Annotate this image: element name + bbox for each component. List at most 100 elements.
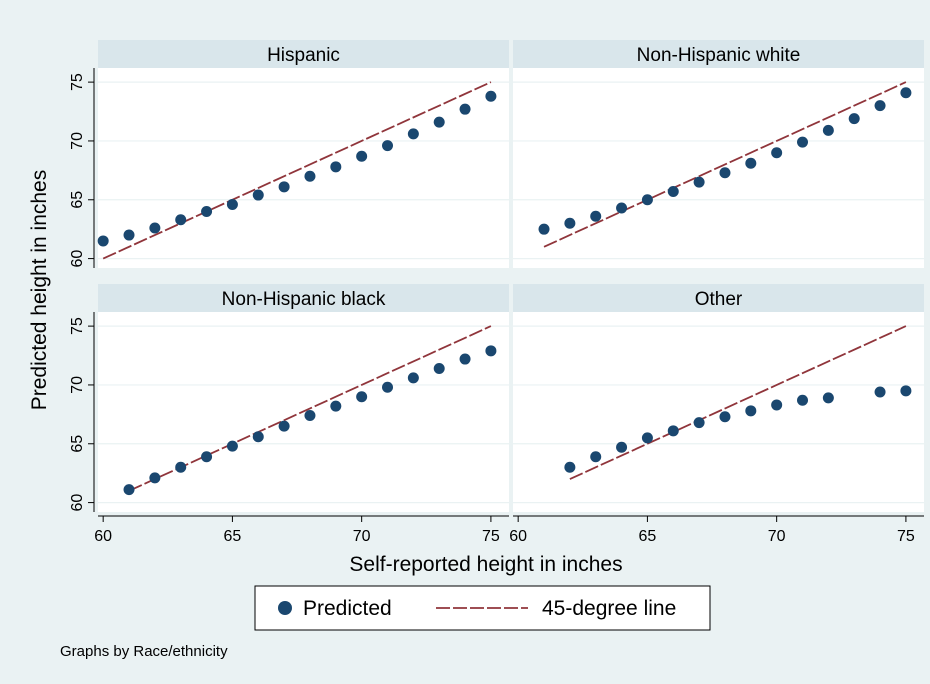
data-point [900,385,912,397]
panels-layer: Hispanic Non-Hispanic white Non-Hispanic b… [97,40,924,512]
panel-1: Hispanic [97,40,509,268]
data-point [97,235,109,247]
data-point [771,399,783,411]
x-tick-label: 75 [897,528,915,545]
data-point [356,150,368,162]
x-axis-label: Self-reported height in inches [349,553,622,576]
data-point [201,206,213,218]
data-point [304,170,316,182]
data-point [330,400,342,412]
data-point [252,189,264,201]
panel-title: Other [695,289,743,310]
data-point [822,392,834,404]
data-point [538,223,550,235]
y-tick-label: 60 [69,494,86,512]
data-point [616,202,628,214]
data-point [252,431,264,443]
data-point [641,432,653,444]
legend-predicted-marker [278,601,292,615]
data-point [771,147,783,159]
data-point [745,157,757,169]
y-tick-label: 70 [69,376,86,394]
x-tick-label: 70 [768,528,786,545]
data-point [693,417,705,429]
y-tick-label: 75 [69,73,86,91]
data-point [745,405,757,417]
data-point [304,410,316,422]
data-point [667,425,679,437]
data-point [459,103,471,115]
data-point [330,161,342,173]
data-point [407,372,419,384]
panel-strip [513,284,924,312]
data-point [693,176,705,188]
legend: Predicted 45-degree line [254,585,711,631]
axes-layer: 60 65 70 75 60 65 70 75 60 65 70 75 60 65 70 75 [69,68,924,545]
data-point [201,451,213,463]
x-tick-label: 60 [509,528,527,545]
panel-strip [98,40,509,68]
data-point [797,136,809,148]
data-point [382,140,394,152]
graphs-by-note: Graphs by Race/ethnicity [60,643,228,660]
data-point [433,116,445,128]
data-point [485,90,497,102]
reference-line-45deg [102,81,492,260]
reference-line-45deg [569,325,907,480]
y-tick-label: 75 [69,317,86,335]
x-tick-label: 65 [639,528,657,545]
reference-line-45deg [543,81,907,248]
data-point [123,229,135,241]
data-point [382,381,394,393]
data-point [616,441,628,453]
panel-2: Non-Hispanic white [513,40,924,268]
data-point [822,124,834,136]
data-point [564,217,576,229]
y-tick-label: 60 [69,250,86,268]
data-point [590,210,602,222]
data-point [226,198,238,210]
data-point [433,362,445,374]
data-point [719,411,731,423]
data-point [485,345,497,357]
data-point [278,181,290,193]
data-point [667,186,679,198]
panel-title: Non-Hispanic white [637,45,801,66]
x-tick-label: 70 [353,528,371,545]
data-point [149,472,161,484]
data-point [175,461,187,473]
data-point [900,87,912,99]
reference-line-45deg [128,325,492,492]
data-point [149,222,161,234]
data-point [407,128,419,140]
data-point [874,100,886,112]
panel-title: Hispanic [267,45,340,66]
data-point [356,391,368,403]
data-point [874,386,886,398]
panel-3: Non-Hispanic black [98,284,509,512]
data-point [719,167,731,179]
legend-predicted-label: Predicted [303,597,392,620]
x-tick-label: 75 [482,528,500,545]
panel-4: Other [513,284,924,512]
y-tick-label: 65 [69,191,86,209]
panel-title: Non-Hispanic black [222,289,386,310]
y-tick-label: 70 [69,132,86,150]
data-point [848,113,860,125]
x-tick-label: 60 [94,528,112,545]
data-point [459,353,471,365]
data-point [175,214,187,226]
y-axis-label: Predicted height in inches [28,170,51,411]
plot-area [98,68,509,268]
data-point [226,440,238,452]
data-point [278,420,290,432]
data-point [123,484,135,496]
data-point [564,461,576,473]
panel-strip [98,284,509,312]
legend-45-degree-line-label: 45-degree line [542,597,676,620]
data-point [590,451,602,463]
x-tick-label: 65 [224,528,242,545]
data-point [797,394,809,406]
panel-strip [513,40,924,68]
